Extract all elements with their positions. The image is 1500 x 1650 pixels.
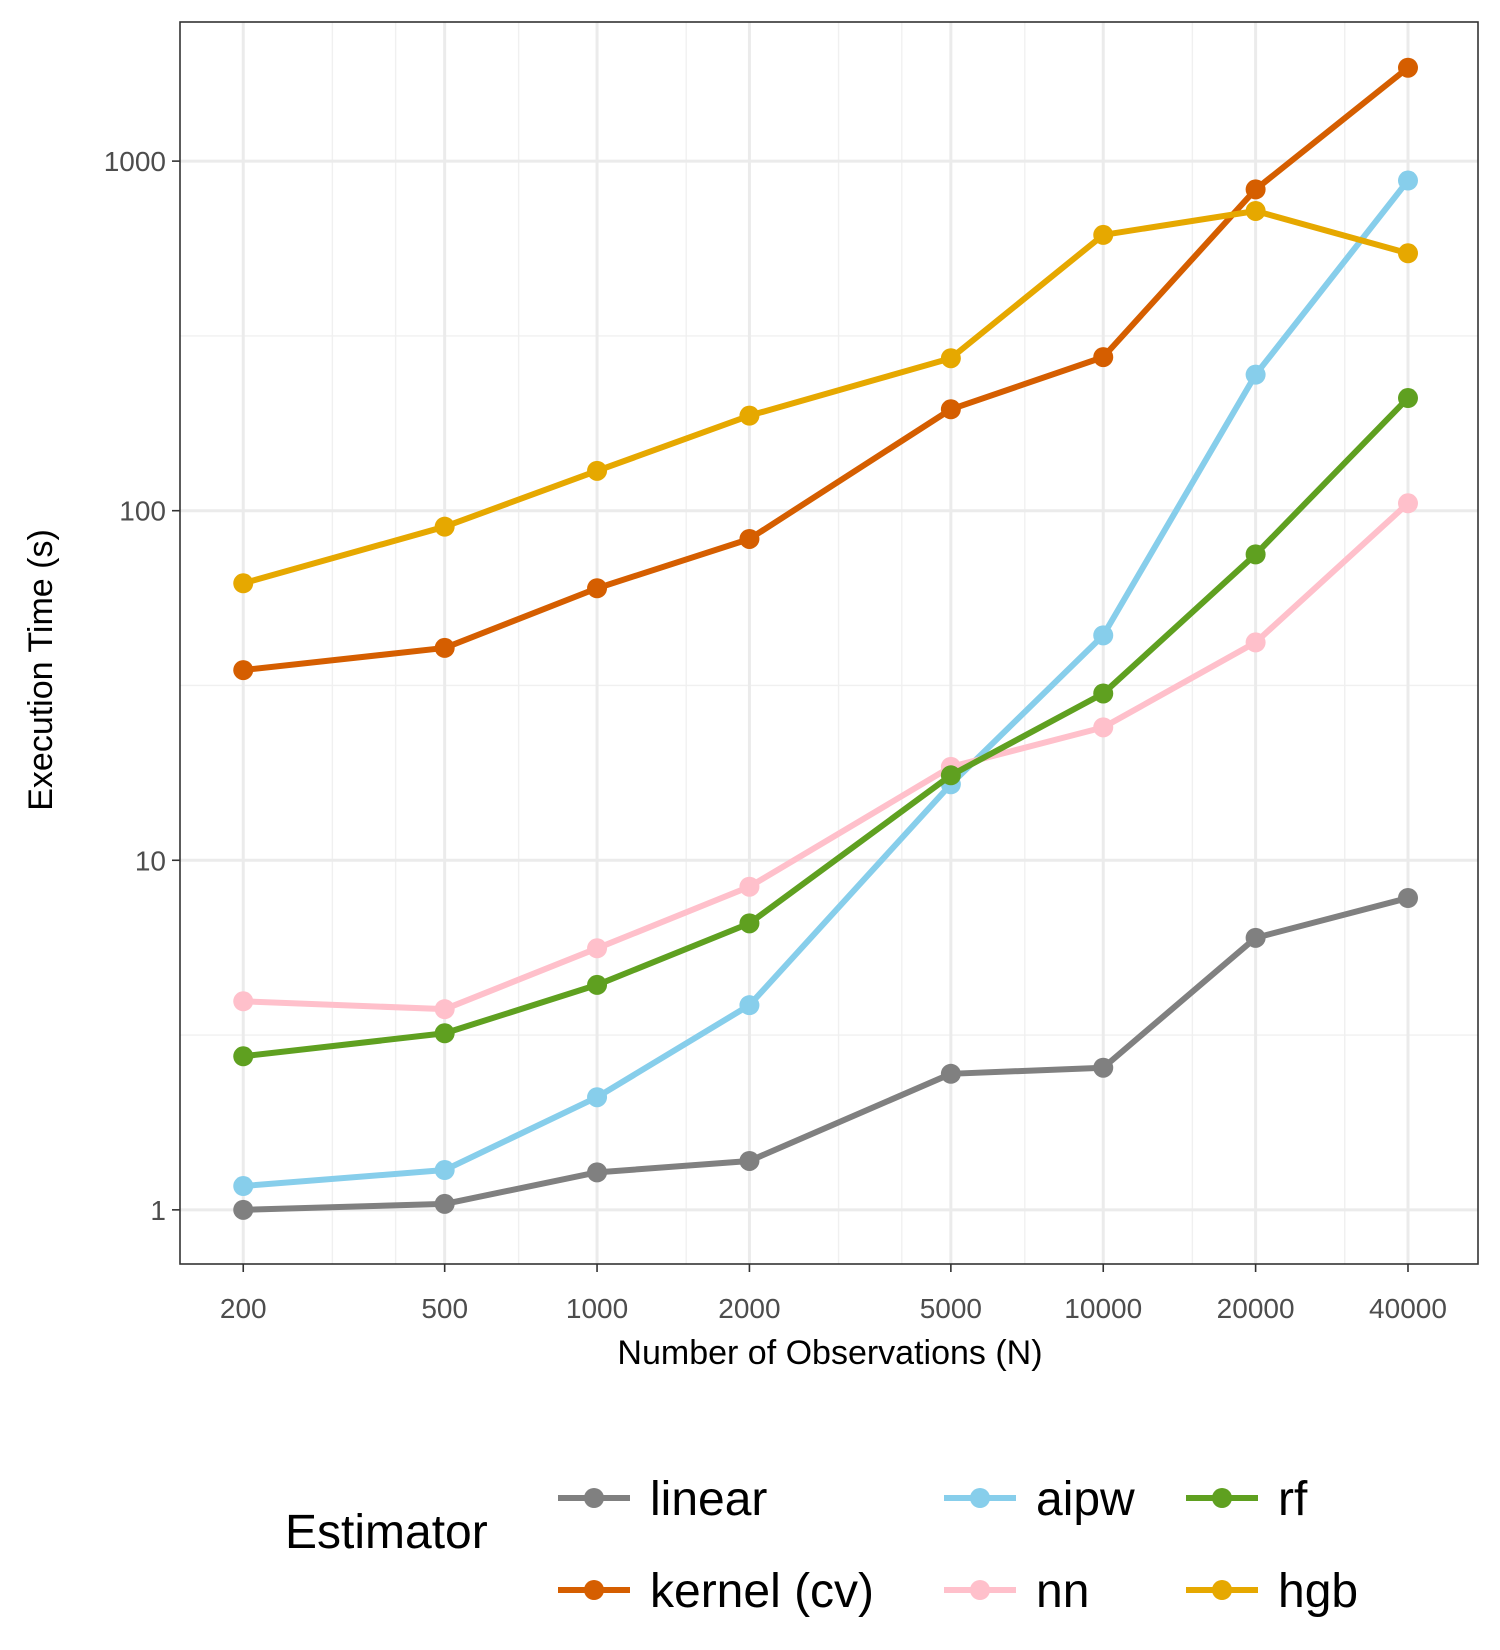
panel-border bbox=[179, 21, 1479, 1265]
x-tick-label: 40000 bbox=[1369, 1293, 1447, 1324]
data-point-kernel-cv bbox=[233, 660, 254, 681]
series-line-hgb bbox=[240, 207, 1411, 587]
x-tick-label: 10000 bbox=[1064, 1293, 1142, 1324]
data-point-nn bbox=[1397, 493, 1418, 514]
data-point-hgb bbox=[739, 405, 760, 426]
legend-key-point bbox=[1212, 1488, 1232, 1508]
data-point-kernel-cv bbox=[1245, 179, 1266, 200]
data-point-aipw bbox=[587, 1087, 608, 1108]
series-line-aipw bbox=[240, 177, 1411, 1190]
data-point-rf bbox=[1397, 388, 1418, 409]
data-point-rf bbox=[233, 1046, 254, 1067]
data-point-aipw bbox=[1245, 364, 1266, 385]
legend-label: hgb bbox=[1278, 1565, 1358, 1618]
series-line-rf bbox=[240, 395, 1411, 1060]
data-point-kernel-cv bbox=[434, 637, 455, 658]
data-point-hgb bbox=[1093, 224, 1114, 245]
x-tick-label: 20000 bbox=[1217, 1293, 1295, 1324]
series-line-nn bbox=[240, 500, 1411, 1013]
plot-area: 200 500 1000 2000 5000 10000 20000 40000 1 10 100 1… bbox=[104, 21, 1479, 1324]
legend-label: linear bbox=[650, 1473, 767, 1526]
data-point-nn bbox=[739, 876, 760, 897]
data-point-nn bbox=[1245, 632, 1266, 653]
data-point-hgb bbox=[940, 348, 961, 369]
data-point-nn bbox=[434, 999, 455, 1020]
data-point-nn bbox=[233, 991, 254, 1012]
legend-key-point bbox=[584, 1488, 604, 1508]
data-point-rf bbox=[739, 913, 760, 934]
data-point-rf bbox=[1245, 544, 1266, 565]
legend-key-point bbox=[1212, 1580, 1232, 1600]
data-point-aipw bbox=[1093, 625, 1114, 646]
data-point-nn bbox=[1093, 717, 1114, 738]
data-point-aipw bbox=[434, 1160, 455, 1181]
legend-item: aipw bbox=[944, 1473, 1135, 1526]
y-tick-label: 100 bbox=[119, 496, 166, 527]
data-point-aipw bbox=[233, 1176, 254, 1197]
legend-key-point bbox=[970, 1488, 990, 1508]
x-tick-label: 2000 bbox=[718, 1293, 780, 1324]
data-point-linear bbox=[587, 1162, 608, 1183]
data-point-kernel-cv bbox=[739, 528, 760, 549]
legend-label: rf bbox=[1278, 1473, 1308, 1526]
data-point-linear bbox=[233, 1199, 254, 1220]
y-axis-title: Execution Time (s) bbox=[22, 529, 60, 811]
data-point-rf bbox=[1093, 683, 1114, 704]
legend-item: nn bbox=[944, 1565, 1089, 1618]
x-axis-title: Number of Observations (N) bbox=[617, 1334, 1042, 1372]
data-point-kernel-cv bbox=[1397, 57, 1418, 78]
data-point-linear bbox=[1397, 887, 1418, 908]
y-tick-label: 10 bbox=[135, 845, 166, 876]
legend-label: kernel (cv) bbox=[650, 1565, 874, 1618]
x-tick-label: 1000 bbox=[566, 1293, 628, 1324]
x-tick-label: 5000 bbox=[920, 1293, 982, 1324]
legend-key-point bbox=[970, 1580, 990, 1600]
data-point-linear bbox=[940, 1063, 961, 1084]
data-point-hgb bbox=[434, 516, 455, 537]
data-point-kernel-cv bbox=[1093, 347, 1114, 368]
data-point-nn bbox=[587, 938, 608, 959]
x-tick-label: 500 bbox=[421, 1293, 468, 1324]
data-point-kernel-cv bbox=[940, 399, 961, 420]
y-tick-label: 1 bbox=[150, 1195, 166, 1226]
data-point-kernel-cv bbox=[587, 578, 608, 599]
legend-item: linear bbox=[558, 1473, 767, 1526]
legend-item: rf bbox=[1186, 1473, 1308, 1526]
panel-background bbox=[180, 22, 1478, 1264]
legend-item: hgb bbox=[1186, 1565, 1358, 1618]
data-point-aipw bbox=[1397, 170, 1418, 191]
x-tick-label: 200 bbox=[220, 1293, 267, 1324]
data-point-rf bbox=[587, 974, 608, 995]
data-point-hgb bbox=[233, 573, 254, 594]
legend-title: Estimator bbox=[285, 1506, 488, 1559]
data-point-hgb bbox=[1397, 243, 1418, 264]
data-point-linear bbox=[739, 1150, 760, 1171]
data-point-linear bbox=[1245, 927, 1266, 948]
y-tick-label: 1000 bbox=[104, 146, 166, 177]
series-line-linear bbox=[240, 894, 1411, 1213]
legend-key-point bbox=[584, 1580, 604, 1600]
data-point-linear bbox=[434, 1193, 455, 1214]
data-point-hgb bbox=[1245, 200, 1266, 221]
data-point-rf bbox=[940, 765, 961, 786]
data-point-aipw bbox=[739, 995, 760, 1016]
legend-label: nn bbox=[1036, 1565, 1089, 1618]
legend: Estimator linear kernel (cv) aipw nn rf hgb bbox=[285, 1473, 1358, 1618]
data-point-hgb bbox=[587, 460, 608, 481]
data-point-rf bbox=[434, 1023, 455, 1044]
legend-label: aipw bbox=[1036, 1473, 1135, 1526]
data-point-linear bbox=[1093, 1057, 1114, 1078]
legend-item: kernel (cv) bbox=[558, 1565, 874, 1618]
